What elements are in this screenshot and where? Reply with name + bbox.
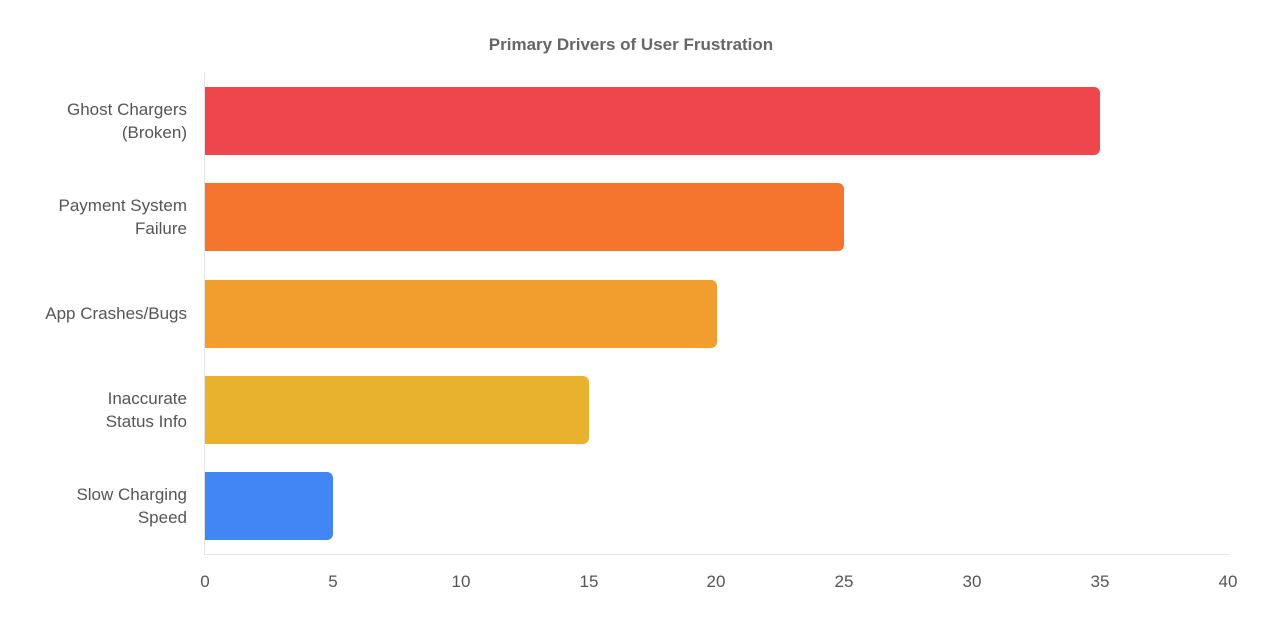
y-label-ghost-chargers: Ghost Chargers (Broken) bbox=[67, 100, 187, 142]
x-tick-5: 5 bbox=[328, 572, 338, 591]
bar-inaccurate-status-info[interactable] bbox=[205, 376, 589, 444]
bar-ghost-chargers[interactable] bbox=[205, 87, 1101, 155]
y-label-slow-charging-speed: Slow Charging Speed bbox=[76, 485, 187, 527]
y-label-payment-system-failure: Payment System Failure bbox=[58, 196, 188, 238]
plot-area bbox=[205, 72, 1228, 555]
x-tick-35: 35 bbox=[1090, 572, 1110, 591]
x-tick-10: 10 bbox=[451, 572, 471, 591]
y-label-app-crashes-bugs: App Crashes/Bugs bbox=[45, 304, 187, 323]
y-label-inaccurate-status-info: Inaccurate Status Info bbox=[105, 389, 187, 431]
bar-slow-charging-speed[interactable] bbox=[205, 472, 333, 540]
x-tick-40: 40 bbox=[1218, 572, 1238, 591]
x-axis-line bbox=[204, 554, 1229, 555]
x-tick-25: 25 bbox=[834, 572, 854, 591]
x-tick-20: 20 bbox=[706, 572, 726, 591]
y-axis-line bbox=[204, 72, 205, 555]
x-tick-0: 0 bbox=[200, 572, 210, 591]
bar-app-crashes-bugs[interactable] bbox=[205, 280, 717, 348]
bar-payment-system-failure[interactable] bbox=[205, 183, 845, 251]
x-tick-15: 15 bbox=[579, 572, 599, 591]
x-tick-30: 30 bbox=[962, 572, 982, 591]
chart-title: Primary Drivers of User Frustration bbox=[488, 35, 774, 54]
